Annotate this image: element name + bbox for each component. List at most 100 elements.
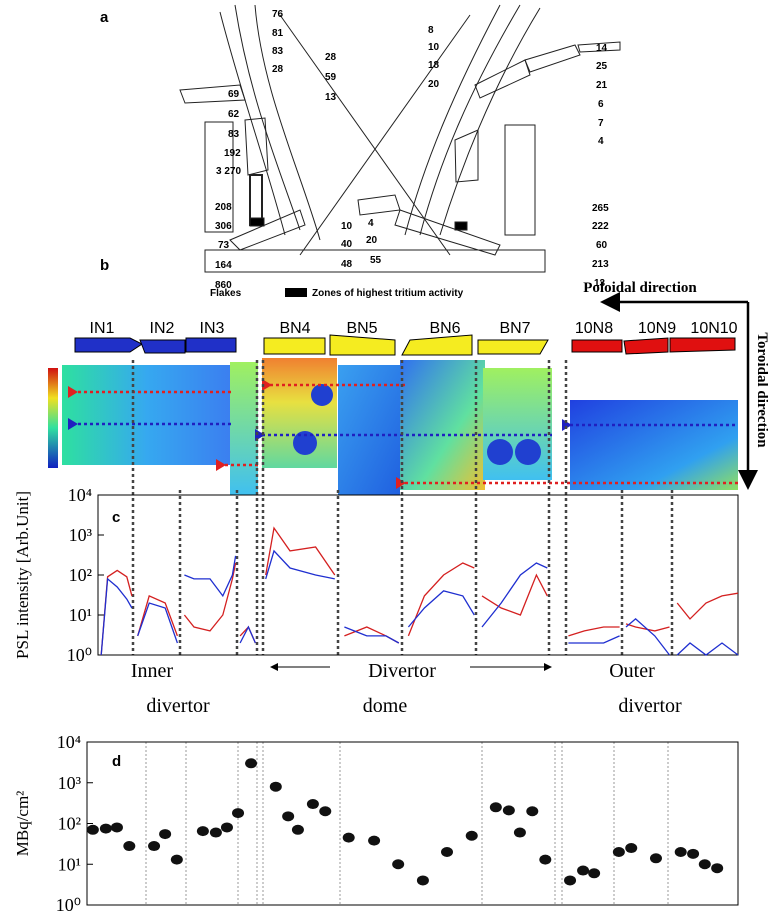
data-point bbox=[170, 854, 183, 865]
tile-labels: IN1 IN2 IN3 BN4 BN5 BN6 BN7 10N8 10N9 10… bbox=[90, 320, 738, 337]
y-tick-label: 10³ bbox=[69, 525, 93, 545]
number-label: 14 bbox=[596, 43, 608, 54]
data-point bbox=[291, 824, 304, 835]
y-tick-label: 10³ bbox=[58, 773, 82, 793]
data-point bbox=[649, 853, 662, 864]
tile-label: BN5 bbox=[346, 320, 377, 337]
number-label: 55 bbox=[370, 255, 382, 266]
number-label: 40 bbox=[341, 239, 353, 250]
diagram-a bbox=[179, 4, 621, 273]
y-tick-label: 10⁰ bbox=[56, 895, 81, 915]
poloidal-label: Poloidal direction bbox=[583, 280, 697, 296]
psl-images bbox=[48, 358, 738, 495]
diagram-numbers: 76 81 83 28 28 59 13 69 62 83 192 3 270 … bbox=[215, 9, 609, 291]
tile-label: 10N10 bbox=[690, 320, 737, 337]
number-label: 3 270 bbox=[216, 166, 241, 177]
number-label: 213 bbox=[592, 259, 609, 270]
number-label: 306 bbox=[215, 221, 232, 232]
data-point bbox=[502, 805, 515, 816]
data-point bbox=[209, 827, 222, 838]
y-axis-title: MBq/cm² bbox=[13, 791, 32, 857]
data-point bbox=[465, 830, 478, 841]
region-label: Inner bbox=[131, 660, 174, 682]
y-tick-label: 10¹ bbox=[58, 854, 81, 874]
tile-label: IN3 bbox=[200, 320, 225, 337]
number-label: 59 bbox=[325, 72, 337, 83]
number-label: 10 bbox=[428, 42, 440, 53]
data-point bbox=[306, 799, 319, 810]
panel-label: d bbox=[112, 753, 121, 770]
number-label: 13 bbox=[325, 92, 337, 103]
data-point bbox=[513, 827, 526, 838]
number-label: 13 bbox=[594, 278, 606, 289]
data-point bbox=[319, 806, 332, 817]
y-tick-label: 10² bbox=[58, 814, 81, 834]
y-tick-label: 10⁴ bbox=[57, 732, 81, 752]
data-point bbox=[282, 811, 295, 822]
toroidal-label: Toroidal direction bbox=[754, 332, 768, 448]
flakes-label: Flakes bbox=[210, 288, 242, 299]
y-axis-title: PSL intensity [Arb.Unit] bbox=[13, 491, 32, 659]
number-label: 860 bbox=[215, 280, 232, 291]
data-point bbox=[564, 875, 577, 886]
region-label: Outer bbox=[609, 660, 655, 682]
number-label: 60 bbox=[596, 240, 608, 251]
number-label: 20 bbox=[366, 235, 378, 246]
number-label: 164 bbox=[215, 260, 232, 271]
number-label: 192 bbox=[224, 148, 241, 159]
data-point bbox=[232, 808, 245, 819]
data-point bbox=[526, 806, 539, 817]
data-point bbox=[159, 829, 172, 840]
data-point bbox=[86, 824, 99, 835]
data-point bbox=[698, 859, 711, 870]
y-tick-label: 10⁴ bbox=[68, 485, 92, 505]
data-point bbox=[687, 848, 700, 859]
tile-label: 10N9 bbox=[638, 320, 676, 337]
tile-shapes bbox=[74, 334, 736, 356]
region-labels: Inner divertor Divertor dome Outer diver… bbox=[131, 660, 682, 717]
data-point bbox=[269, 781, 282, 792]
number-label: 20 bbox=[428, 79, 440, 90]
y-tick-label: 10¹ bbox=[69, 605, 92, 625]
number-label: 69 bbox=[228, 89, 240, 100]
data-point bbox=[196, 826, 209, 837]
plot-frame bbox=[97, 494, 739, 656]
number-label: 4 bbox=[598, 136, 604, 147]
data-point bbox=[711, 863, 724, 874]
number-label: 28 bbox=[325, 52, 337, 63]
dividers-c bbox=[131, 360, 674, 655]
data-point bbox=[539, 854, 552, 865]
number-label: 81 bbox=[272, 28, 284, 39]
data-point bbox=[123, 841, 136, 852]
data-point bbox=[110, 822, 123, 833]
data-point bbox=[245, 758, 258, 769]
region-label: Divertor bbox=[368, 660, 436, 682]
plot-frame bbox=[86, 741, 739, 906]
data-point bbox=[416, 875, 429, 886]
number-label: 25 bbox=[596, 61, 608, 72]
number-label: 21 bbox=[596, 80, 608, 91]
number-label: 73 bbox=[218, 240, 230, 251]
tile-label: 10N8 bbox=[575, 320, 613, 337]
psl-trace bbox=[100, 526, 739, 656]
psl-trace bbox=[100, 549, 739, 656]
number-label: 265 bbox=[592, 203, 609, 214]
region-label: divertor bbox=[618, 695, 682, 717]
number-label: 76 bbox=[272, 9, 284, 20]
number-label: 83 bbox=[228, 129, 240, 140]
number-label: 4 bbox=[368, 218, 374, 229]
number-label: 208 bbox=[215, 202, 232, 213]
data-point bbox=[368, 835, 381, 846]
tile-label: BN4 bbox=[279, 320, 310, 337]
tile-label: BN7 bbox=[499, 320, 530, 337]
number-label: 7 bbox=[598, 118, 604, 129]
data-point bbox=[99, 823, 112, 834]
dividers-d bbox=[145, 742, 669, 905]
number-label: 28 bbox=[272, 64, 284, 75]
panel-label: b bbox=[100, 257, 109, 274]
number-label: 8 bbox=[428, 25, 434, 36]
data-point bbox=[588, 868, 601, 879]
number-label: 48 bbox=[341, 259, 353, 270]
number-label: 83 bbox=[272, 46, 284, 57]
